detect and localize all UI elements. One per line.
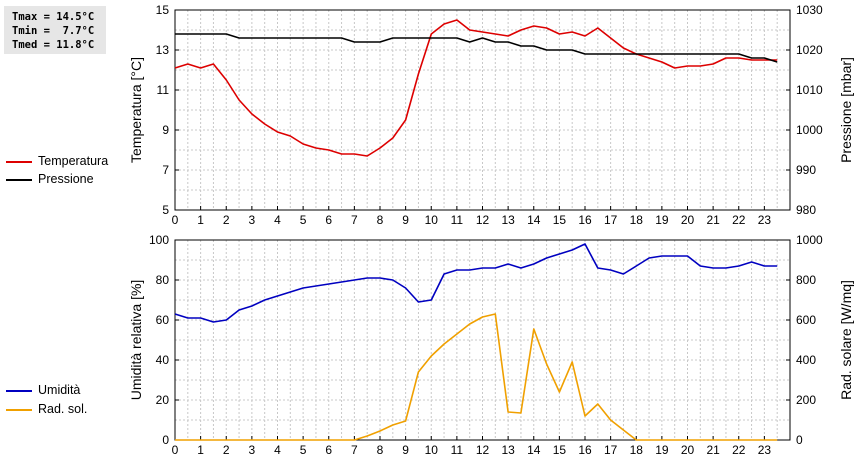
legend-swatch-pressione bbox=[6, 179, 32, 181]
y-tick-label-right: 1020 bbox=[796, 43, 823, 57]
x-tick-label: 9 bbox=[402, 443, 409, 457]
legend-swatch-rad-sol bbox=[6, 409, 32, 411]
y-tick-label-left: 15 bbox=[156, 3, 170, 17]
x-tick-label: 20 bbox=[681, 443, 695, 457]
x-tick-label: 1 bbox=[197, 213, 204, 227]
x-tick-label: 19 bbox=[655, 443, 669, 457]
y-tick-label-left: 11 bbox=[157, 83, 170, 97]
x-tick-label: 10 bbox=[425, 213, 439, 227]
tmed-label: Tmed = 11.8°C bbox=[12, 39, 95, 51]
x-tick-label: 20 bbox=[681, 213, 695, 227]
x-tick-label: 2 bbox=[223, 213, 230, 227]
legend-swatch-temperatura bbox=[6, 161, 32, 163]
y-tick-label-right: 1000 bbox=[796, 233, 823, 247]
y-tick-label-left: 80 bbox=[156, 273, 170, 287]
chart-panel-1: 0 1 2 3 4 5 6 7 8 9 10 11 12 13 14 15 16 17 18 19 20 21 22 2357… bbox=[128, 3, 854, 227]
x-tick-label: 6 bbox=[325, 213, 332, 227]
y-tick-label-right: 400 bbox=[796, 353, 816, 367]
tmax-label: Tmax = 14.5°C bbox=[12, 11, 95, 23]
x-tick-label: 4 bbox=[274, 443, 281, 457]
x-tick-label: 12 bbox=[476, 213, 490, 227]
x-tick-label: 10 bbox=[425, 443, 439, 457]
y-tick-label-right: 0 bbox=[796, 433, 803, 447]
x-tick-label: 12 bbox=[476, 443, 490, 457]
x-tick-label: 1 bbox=[197, 443, 204, 457]
x-tick-label: 9 bbox=[402, 213, 409, 227]
y-tick-label-left: 100 bbox=[149, 233, 169, 247]
x-tick-label: 17 bbox=[604, 213, 618, 227]
y-tick-label-left: 7 bbox=[162, 163, 169, 177]
x-tick-label: 5 bbox=[300, 213, 307, 227]
y-axis-label-right: Rad. solare [W/mq] bbox=[838, 280, 854, 400]
tmin-label: Tmin = 7.7°C bbox=[12, 25, 95, 37]
y-tick-label-left: 5 bbox=[162, 203, 169, 217]
x-tick-label: 22 bbox=[732, 443, 746, 457]
x-tick-label: 13 bbox=[501, 213, 515, 227]
x-tick-label: 7 bbox=[351, 443, 358, 457]
y-tick-label-left: 9 bbox=[162, 123, 169, 137]
y-tick-label-left: 60 bbox=[156, 313, 170, 327]
y-tick-label-right: 1010 bbox=[796, 83, 823, 97]
x-tick-label: 15 bbox=[553, 213, 567, 227]
x-tick-label: 16 bbox=[578, 213, 592, 227]
x-tick-label: 19 bbox=[655, 213, 669, 227]
y-tick-label-left: 40 bbox=[156, 353, 170, 367]
x-tick-label: 13 bbox=[501, 443, 515, 457]
x-tick-label: 18 bbox=[630, 443, 644, 457]
x-tick-label: 16 bbox=[578, 443, 592, 457]
y-tick-label-left: 13 bbox=[156, 43, 170, 57]
y-axis-label-left: Temperatura [°C] bbox=[128, 57, 144, 163]
legend-swatch-umidita bbox=[6, 390, 32, 392]
x-tick-label: 21 bbox=[706, 443, 720, 457]
series-line-pressione bbox=[175, 33, 778, 63]
y-tick-label-right: 1030 bbox=[796, 3, 823, 17]
x-tick-label: 11 bbox=[451, 443, 464, 457]
y-tick-label-right: 800 bbox=[796, 273, 816, 287]
x-tick-label: 5 bbox=[300, 443, 307, 457]
x-tick-label: 3 bbox=[249, 213, 256, 227]
x-tick-label: 23 bbox=[758, 213, 772, 227]
x-tick-label: 14 bbox=[527, 443, 541, 457]
x-tick-label: 8 bbox=[377, 213, 384, 227]
legend-label-umidita: Umidità bbox=[38, 383, 81, 397]
legend-label-temperatura: Temperatura bbox=[38, 154, 109, 168]
x-tick-label: 23 bbox=[758, 443, 772, 457]
x-tick-label: 4 bbox=[274, 213, 281, 227]
x-tick-label: 3 bbox=[249, 443, 256, 457]
y-tick-label-right: 980 bbox=[796, 203, 816, 217]
series-line-umidit bbox=[174, 243, 778, 323]
legend-label-pressione: Pressione bbox=[38, 172, 94, 186]
x-tick-label: 17 bbox=[604, 443, 618, 457]
y-tick-label-right: 600 bbox=[796, 313, 816, 327]
x-tick-label: 11 bbox=[451, 213, 464, 227]
y-tick-label-left: 20 bbox=[156, 393, 170, 407]
x-tick-label: 6 bbox=[325, 443, 332, 457]
y-tick-label-left: 0 bbox=[162, 433, 169, 447]
x-tick-label: 18 bbox=[630, 213, 644, 227]
y-tick-label-right: 990 bbox=[796, 163, 816, 177]
y-axis-label-left: Umidità relativa [%] bbox=[128, 280, 144, 401]
x-tick-label: 2 bbox=[223, 443, 230, 457]
x-tick-label: 7 bbox=[351, 213, 358, 227]
x-tick-label: 0 bbox=[172, 443, 179, 457]
x-tick-label: 8 bbox=[377, 443, 384, 457]
legend-label-rad-sol: Rad. sol. bbox=[38, 402, 88, 416]
x-tick-label: 0 bbox=[172, 213, 179, 227]
x-tick-label: 15 bbox=[553, 443, 567, 457]
x-tick-label: 21 bbox=[706, 213, 720, 227]
x-tick-label: 22 bbox=[732, 213, 746, 227]
chart-panel-2: 0 1 2 3 4 5 6 7 8 9 10 11 12 13 14 15 16 17 18 19 20 21 22 2302… bbox=[128, 233, 854, 457]
series-line-rad-sol bbox=[175, 313, 778, 441]
y-tick-label-right: 1000 bbox=[796, 123, 823, 137]
x-tick-label: 14 bbox=[527, 213, 541, 227]
series-line-temperatura bbox=[174, 19, 778, 157]
stats-box: Tmax = 14.5°C Tmin = 7.7°C Tmed = 11.8°C bbox=[4, 6, 106, 54]
y-tick-label-right: 200 bbox=[796, 393, 816, 407]
y-axis-label-right: Pressione [mbar] bbox=[838, 57, 854, 163]
